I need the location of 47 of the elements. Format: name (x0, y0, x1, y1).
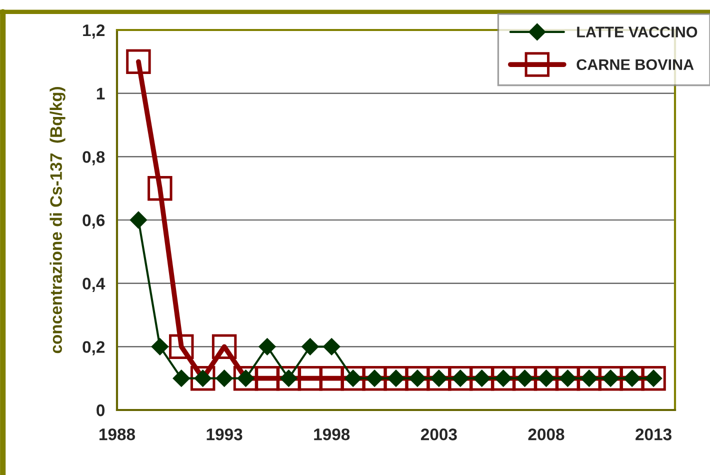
point (362, 366, 387, 391)
point (148, 176, 172, 201)
y-tick-label: 1 (96, 88, 105, 100)
point (598, 366, 623, 391)
point (172, 370, 190, 387)
point (276, 366, 302, 391)
x-tick-label: 2013 (636, 428, 672, 440)
point (323, 338, 340, 356)
point (534, 366, 559, 391)
point (169, 334, 194, 360)
point (512, 366, 538, 391)
point (302, 338, 319, 356)
x-tick-label: 1998 (314, 428, 350, 440)
point (130, 211, 148, 229)
point (384, 366, 408, 391)
point (576, 366, 602, 391)
y-tick-label: 0 (96, 404, 105, 416)
point (298, 366, 323, 391)
y-tick-label: 0,6 (82, 214, 105, 229)
y-axis-title: concentrazione di Cs-137 (Bq/kg) (50, 86, 66, 354)
point (258, 338, 276, 356)
point (212, 334, 237, 360)
point (126, 49, 151, 74)
point (405, 366, 430, 391)
x-tick-label: 2008 (528, 428, 564, 440)
point (555, 366, 580, 391)
point (490, 366, 516, 391)
point (216, 370, 233, 387)
legend-label: CARNE BOVINA (576, 59, 694, 70)
point (426, 366, 452, 391)
point (190, 366, 216, 391)
point (469, 366, 494, 391)
legend-label: LATTE VACCINO (577, 26, 698, 38)
x-tick-label: 1988 (100, 428, 136, 440)
point (254, 366, 280, 391)
y-tick-label: 1,2 (83, 24, 105, 39)
x-tick-label: 2003 (420, 428, 457, 440)
point (319, 366, 344, 391)
point (641, 366, 666, 391)
y-tick-label: 0,8 (82, 151, 105, 166)
x-tick-label: 1993 (206, 428, 242, 440)
point (448, 366, 473, 391)
point (233, 366, 258, 391)
point (620, 366, 644, 391)
y-tick-label: 0,4 (82, 278, 106, 292)
point (151, 338, 168, 356)
y-tick-label: 0,2 (82, 341, 105, 356)
